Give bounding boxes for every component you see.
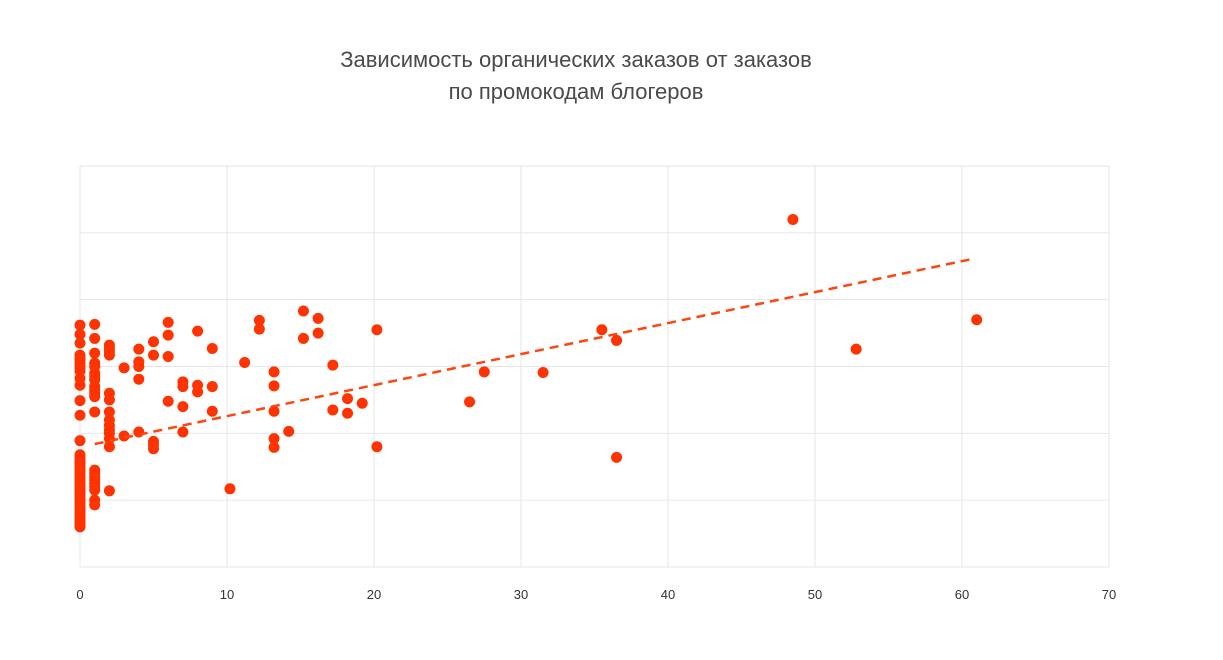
data-point [787,213,799,225]
data-point [103,387,115,399]
data-point [148,336,159,348]
data-point [103,485,115,497]
data-point [89,406,101,418]
data-point [253,314,265,326]
data-point [74,409,86,421]
data-point [89,357,101,369]
data-point [356,397,368,409]
data-point [327,359,339,371]
data-point [103,406,115,418]
data-point [971,314,983,326]
data-point [118,362,130,374]
data-point [192,379,204,391]
data-point [268,405,280,417]
data-points [74,213,983,533]
data-point [162,329,174,341]
data-point [148,349,159,361]
x-axis-tick-labels: 0 10 20 30 40 50 60 70 [76,587,1116,602]
data-point [148,435,159,447]
data-point [177,376,189,388]
data-point [312,327,324,339]
data-point [74,395,86,407]
data-point [342,393,354,405]
data-point [850,343,862,355]
data-point [464,396,476,408]
data-point [342,407,354,419]
chart-title-line-2: по промокодам блогеров [448,79,704,104]
data-point [133,426,145,438]
data-point [89,494,101,506]
x-tick-label: 20 [367,587,381,602]
data-point [239,356,251,368]
data-point [89,332,101,344]
data-point [371,441,383,453]
chart-title: Зависимость органических заказов от зака… [0,44,1152,108]
data-point [371,324,383,336]
data-point [297,305,309,317]
grid [79,165,1110,568]
data-point [74,449,86,461]
trendline [94,258,970,446]
data-point [74,349,86,361]
data-point [74,435,86,447]
data-point [74,328,86,340]
trendline-group [94,258,970,446]
data-point [162,316,174,328]
data-point [162,350,174,362]
data-point [312,312,324,324]
data-point [177,401,189,413]
data-point [268,366,280,378]
x-tick-label: 10 [220,587,234,602]
data-point [89,464,101,476]
data-point [268,441,280,453]
data-point [103,414,115,426]
data-point [268,433,280,445]
data-point [283,425,295,437]
data-point [297,332,309,344]
data-point [596,324,608,336]
x-tick-label: 60 [955,587,969,602]
data-point [89,318,101,330]
x-tick-label: 0 [76,587,83,602]
data-point [268,380,280,392]
data-point [537,367,549,379]
chart-title-line-1: Зависимость органических заказов от зака… [340,47,812,72]
data-point [133,343,145,355]
data-point [206,381,218,393]
data-point [224,483,236,495]
data-point [74,319,86,331]
x-tick-label: 50 [808,587,822,602]
data-point [74,337,86,349]
x-tick-label: 40 [661,587,675,602]
x-tick-label: 70 [1102,587,1116,602]
data-point [177,426,189,438]
data-point [611,334,623,346]
data-point [192,325,204,337]
data-point [206,342,218,354]
data-point [103,441,115,453]
data-point [162,395,174,407]
data-point [133,356,145,368]
data-point [118,430,130,442]
data-point [611,451,623,463]
data-point [253,323,265,335]
data-point [327,404,339,416]
data-point [89,347,101,359]
data-point [478,366,490,378]
data-point [103,339,115,351]
data-point [206,405,218,417]
x-tick-label: 30 [514,587,528,602]
data-point [133,373,145,385]
